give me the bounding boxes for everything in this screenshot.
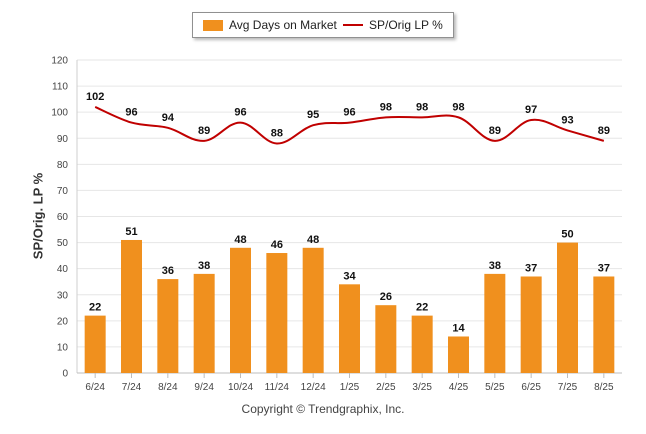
line-value-label: 95: [307, 109, 319, 121]
y-tick-label: 120: [51, 56, 68, 67]
axes: 0 10 20 30 40 50 60 70 80 90 100 110 120 6/24 7/24 8/24…: [51, 56, 622, 393]
bar-series: [84, 239, 615, 373]
bar-value-label: 38: [489, 260, 501, 272]
bar-value-label: 14: [452, 322, 465, 334]
y-tick-label: 90: [57, 134, 69, 145]
bar: [484, 273, 506, 373]
line-value-label: 93: [561, 114, 573, 126]
bar: [557, 242, 578, 373]
y-tick-label: 20: [57, 316, 69, 327]
bar-value-label: 37: [525, 262, 537, 274]
legend-line-label: SP/Orig LP %: [369, 18, 443, 32]
bar-value-label: 22: [416, 302, 428, 314]
x-tick-label: 11/24: [265, 382, 290, 393]
x-tick-label: 7/24: [122, 382, 142, 393]
bar: [411, 315, 433, 373]
y-tick-label: 40: [57, 264, 69, 275]
x-tick-label: 7/25: [558, 382, 578, 393]
x-tick-label: 9/24: [194, 382, 214, 393]
x-tick-label: 12/24: [301, 382, 326, 393]
x-tick-label: 3/25: [412, 382, 432, 393]
bar-value-label: 34: [343, 270, 356, 282]
y-tick-label: 80: [57, 160, 69, 171]
line-value-label: 96: [125, 107, 137, 119]
x-tick-label: 2/25: [376, 382, 396, 393]
line-value-label: 89: [198, 125, 210, 137]
legend: Avg Days on Market SP/Orig LP %: [192, 12, 454, 38]
bar-value-label: 46: [271, 239, 283, 251]
bar-value-label: 38: [198, 260, 210, 272]
line-value-label: 97: [525, 104, 537, 116]
line-value-label: 89: [489, 125, 501, 137]
line-value-label: 96: [343, 107, 355, 119]
x-tick-label: 6/24: [85, 382, 105, 393]
y-tick-label: 110: [52, 82, 68, 93]
bar-value-label: 36: [162, 265, 174, 277]
line-value-label: 98: [380, 101, 392, 113]
bar: [375, 305, 397, 373]
bar: [266, 253, 288, 373]
bar: [157, 279, 179, 373]
x-tick-label: 8/25: [594, 382, 614, 393]
y-tick-label: 30: [57, 290, 69, 301]
line-value-label: 94: [162, 112, 175, 124]
bar: [230, 247, 251, 373]
bar-value-label: 22: [89, 302, 101, 314]
bar: [593, 276, 615, 373]
bar: [339, 284, 360, 373]
line-series: [94, 106, 605, 145]
y-tick-label: 50: [57, 238, 69, 249]
legend-item-days-on-market: Avg Days on Market: [203, 18, 337, 32]
bar-value-label: 48: [307, 234, 319, 246]
y-tick-label: 70: [57, 186, 69, 197]
x-tick-label: 4/25: [449, 382, 469, 393]
x-tick-label: 8/24: [158, 382, 178, 393]
bar-value-label: 26: [380, 291, 392, 303]
bar-value-label: 37: [598, 262, 610, 274]
sp-orig-lp-line: [94, 106, 605, 145]
bar: [302, 247, 324, 373]
line-value-label: 88: [271, 127, 283, 139]
legend-bar-label: Avg Days on Market: [229, 18, 337, 32]
y-axis-title: SP/Orig. LP %: [30, 172, 46, 260]
x-tick-label: 5/25: [485, 382, 505, 393]
bar: [448, 336, 469, 373]
x-tick-label: 6/25: [521, 382, 541, 393]
legend-bar-swatch: [203, 19, 223, 31]
line-value-label: 98: [416, 101, 428, 113]
y-tick-label: 100: [51, 108, 68, 119]
bar: [84, 315, 106, 373]
bar: [193, 273, 215, 373]
legend-item-sp-orig-lp: SP/Orig LP %: [343, 18, 443, 32]
legend-line-swatch: [343, 24, 363, 26]
y-tick-label: 10: [57, 342, 69, 353]
bar-value-label: 50: [561, 229, 573, 241]
y-tick-label: 60: [57, 212, 69, 223]
line-value-label: 102: [86, 91, 104, 103]
bar-value-label: 48: [234, 234, 246, 246]
bar: [121, 239, 142, 373]
y-tick-label: 0: [62, 369, 68, 380]
bar: [520, 276, 542, 373]
x-tick-label: 10/24: [228, 382, 253, 393]
x-tick-label: 1/25: [340, 382, 360, 393]
copyright-text: Copyright © Trendgraphix, Inc.: [241, 402, 405, 416]
data-labels: 22 51 36 38 48 46 48 34 26 22 14 38 37 50 37 102 96 94 89 9…: [86, 91, 610, 335]
line-value-label: 96: [234, 107, 246, 119]
line-value-label: 89: [598, 125, 610, 137]
bar-value-label: 51: [125, 226, 137, 238]
line-value-label: 98: [452, 101, 464, 113]
